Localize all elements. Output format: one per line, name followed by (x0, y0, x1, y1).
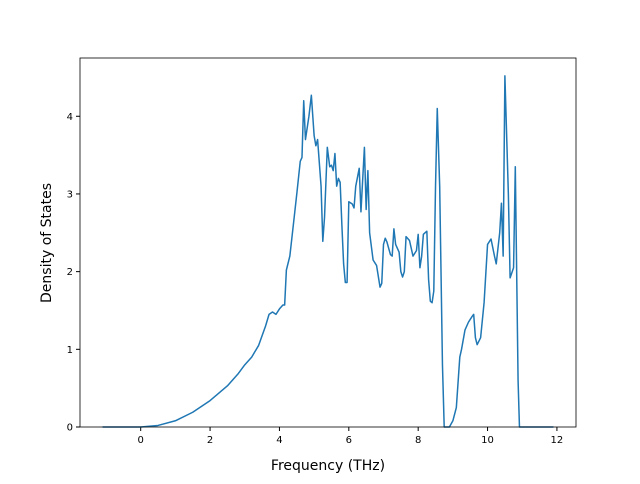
x-axis-label: Frequency (THz) (271, 458, 385, 474)
y-axis-label: Density of States (39, 183, 55, 303)
x-tick-label: 4 (276, 435, 282, 446)
x-tick-label: 8 (415, 435, 421, 446)
y-tick-label: 0 (67, 423, 73, 434)
x-tick-label: 10 (481, 435, 494, 446)
x-tick-label: 6 (346, 435, 352, 446)
y-tick-label: 3 (67, 189, 73, 200)
x-tick-label: 0 (138, 435, 144, 446)
y-tick-label: 1 (67, 345, 73, 356)
data-line (102, 75, 554, 428)
y-tick-label: 2 (67, 267, 73, 278)
plot-frame (79, 57, 577, 428)
x-tick-label: 2 (207, 435, 213, 446)
x-tick-label: 12 (551, 435, 564, 446)
y-tick-label: 4 (67, 112, 73, 123)
